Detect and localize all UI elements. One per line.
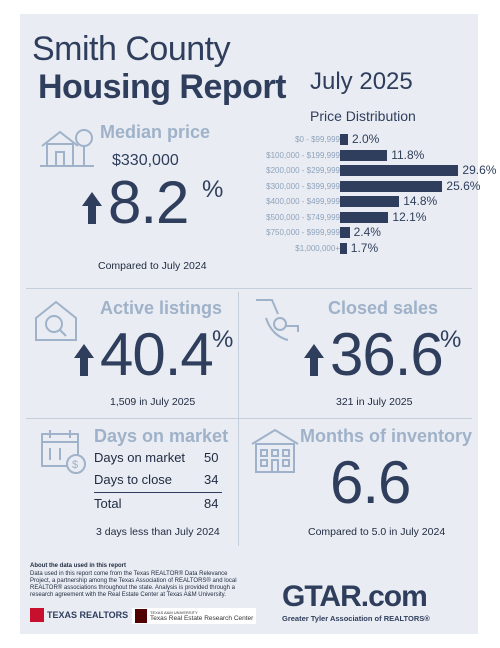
price-bar-label: $400,000 - $499,999 [266, 197, 340, 206]
dom-total-value: 84 [204, 496, 219, 511]
active-pct-sign: % [212, 326, 234, 353]
active-listings-heading: Active listings [100, 298, 223, 318]
arrow-up-icon [82, 192, 102, 229]
about-title: About the data used in this report [30, 563, 127, 569]
dom-row-value: 50 [204, 450, 219, 465]
inventory-note: Compared to 5.0 in July 2024 [308, 526, 446, 538]
dom-note: 3 days less than July 2024 [96, 526, 220, 538]
report-month: July 2025 [310, 68, 413, 95]
price-bar-row: $0 - $99,999 2.0% [258, 133, 478, 146]
price-bar-row: $500,000 - $749,999 12.1% [258, 209, 478, 224]
key-hand-icon [252, 296, 304, 349]
price-bar-row: $200,000 - $299,999 29.6% [258, 164, 496, 177]
tamu-logo: TEXAS A&M UNIVERSITY Texas Real Estate R… [132, 608, 257, 624]
median-note: Compared to July 2024 [98, 260, 207, 272]
building-icon [250, 428, 300, 479]
tamu-logo-mark [135, 609, 147, 623]
price-bar-value: 14.8% [403, 194, 438, 208]
price-bar [340, 242, 347, 254]
price-bar-value: 25.6% [446, 178, 481, 193]
price-bar-row: $300,000 - $399,999 25.6% [258, 178, 481, 193]
calendar-money-icon: $ [40, 428, 88, 481]
about-text: Data used in this report come from the T… [30, 571, 237, 598]
tr-logo-text: TEXAS REALTORS [47, 610, 129, 620]
inventory-heading: Months of inventory [300, 426, 472, 446]
dom-row-value: 34 [204, 472, 219, 487]
price-bar-row: $100,000 - $199,999 11.8% [258, 147, 478, 162]
divider [238, 292, 239, 546]
total-divider [94, 492, 222, 493]
inventory-value: 6.6 [330, 449, 411, 516]
closed-note: 321 in July 2025 [336, 396, 413, 408]
price-bar-value: 2.0% [352, 132, 380, 146]
price-distribution-title: Price Distribution [310, 108, 416, 124]
texas-realtors-logo: TEXAS REALTORS [30, 608, 128, 622]
county-title: Smith County [32, 30, 231, 68]
tamu-name-text: Texas Real Estate Research Center [150, 615, 254, 622]
dom-row-label: Days on market [94, 450, 186, 465]
price-bar [340, 165, 459, 176]
price-bar-label: $100,000 - $199,999 [266, 150, 340, 160]
price-bar-label: $500,000 - $749,999 [266, 212, 340, 222]
report-card [20, 14, 478, 634]
price-bar-value: 29.6% [462, 163, 497, 177]
dom-total-label: Total [94, 496, 122, 511]
price-bar-row: $400,000 - $499,999 14.8% [258, 195, 478, 208]
dom-heading: Days on market [94, 426, 229, 446]
divider [26, 288, 472, 289]
report-title: Housing Report [38, 68, 286, 106]
price-bar-label: $300,000 - $399,999 [266, 181, 340, 191]
house-tree-icon [38, 122, 96, 175]
tr-logo-mark [30, 608, 44, 622]
arrow-up-icon [74, 344, 94, 381]
price-bar [340, 134, 348, 145]
price-bar [340, 227, 350, 238]
price-bar-label: $0 - $99,999 [295, 135, 340, 144]
median-price-value: $330,000 [112, 152, 179, 169]
price-bar-value: 1.7% [350, 240, 379, 255]
divider [26, 418, 472, 419]
gtar-logo: GTAR.com [282, 580, 428, 613]
median-change-value: 8.2 [108, 169, 189, 236]
closed-pct-sign: % [440, 326, 462, 353]
median-price-heading: Median price [100, 122, 211, 142]
tamu-small-text: TEXAS A&M UNIVERSITY [150, 610, 198, 615]
price-bar-value: 2.4% [353, 225, 381, 239]
price-bar-label: $1,000,000+ [295, 243, 340, 253]
gtar-tagline: Greater Tyler Association of REALTORS® [282, 614, 430, 623]
closed-change-value: 36.6 [330, 321, 444, 388]
active-change-value: 40.4 [100, 321, 214, 388]
price-bar-value: 12.1% [392, 209, 427, 224]
closed-sales-heading: Closed sales [328, 298, 439, 318]
median-pct-sign: % [202, 176, 224, 203]
price-bar [340, 149, 388, 161]
price-bar-row: $750,000 - $999,999 2.4% [258, 226, 478, 239]
price-bar-label: $200,000 - $299,999 [266, 166, 340, 175]
house-search-icon [32, 296, 80, 349]
svg-text:$: $ [72, 459, 78, 471]
arrow-up-icon [304, 344, 324, 381]
dom-row-label: Days to close [94, 472, 173, 487]
active-note: 1,509 in July 2025 [110, 396, 196, 408]
price-bar-label: $750,000 - $999,999 [266, 228, 340, 237]
price-bar-value: 11.8% [391, 147, 425, 162]
price-bar [340, 196, 400, 207]
price-bar [340, 180, 443, 192]
price-bar-row: $1,000,000+ 1.7% [258, 240, 478, 255]
price-bar [340, 211, 389, 223]
